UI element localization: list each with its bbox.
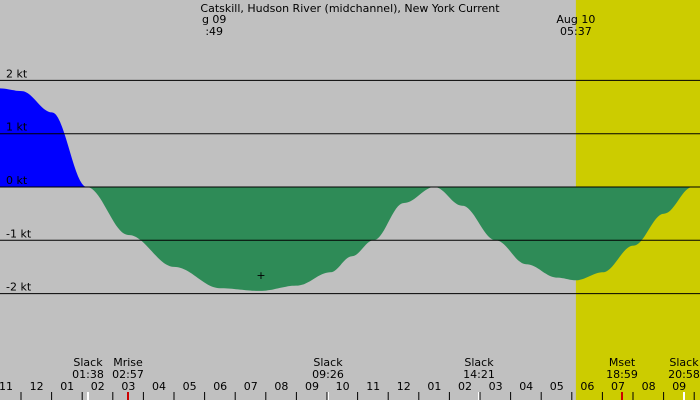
event-label: Slack <box>73 356 103 369</box>
hour-label: 07 <box>244 380 258 393</box>
hour-label: 03 <box>121 380 135 393</box>
hour-label: 05 <box>183 380 197 393</box>
y-tick-label: 2 kt <box>6 67 28 80</box>
current-areas <box>0 88 700 291</box>
event-label: 02:57 <box>112 368 144 381</box>
hour-label: 04 <box>152 380 166 393</box>
event-label: 09:26 <box>312 368 344 381</box>
top-date-label: g 09 <box>202 13 226 26</box>
hour-label: 12 <box>30 380 44 393</box>
hour-label: 07 <box>611 380 625 393</box>
hour-label: 02 <box>458 380 472 393</box>
event-label: 14:21 <box>463 368 495 381</box>
event-label: Mrise <box>113 356 143 369</box>
crosshair-marker: + <box>256 269 265 282</box>
hour-label: 08 <box>642 380 656 393</box>
hour-label: 11 <box>0 380 13 393</box>
event-label: Slack <box>669 356 699 369</box>
flood-area <box>0 88 700 187</box>
hour-label: 11 <box>366 380 380 393</box>
y-axis-ticks: 2 kt 1 kt 0 kt -1 kt -2 kt <box>6 67 32 293</box>
hour-label: 08 <box>274 380 288 393</box>
hour-label: 03 <box>489 380 503 393</box>
ebb-area <box>0 187 700 291</box>
hour-label: 01 <box>427 380 441 393</box>
event-label: Mset <box>609 356 636 369</box>
y-tick-label: 0 kt <box>6 174 28 187</box>
hour-label: 10 <box>336 380 350 393</box>
hour-label: 06 <box>213 380 227 393</box>
y-tick-label: -2 kt <box>6 281 32 294</box>
event-label: Slack <box>313 356 343 369</box>
event-label: 20:58 <box>668 368 700 381</box>
y-tick-label: -1 kt <box>6 227 32 240</box>
hour-label: 04 <box>519 380 533 393</box>
event-label: Slack <box>464 356 494 369</box>
y-tick-label: 1 kt <box>6 121 28 134</box>
chart-title: Catskill, Hudson River (midchannel), New… <box>200 2 500 15</box>
top-date-label: 05:37 <box>560 25 592 38</box>
hour-label: 09 <box>305 380 319 393</box>
hour-axis: 11 12 01 02 03 04 05 06 07 08 09 10 11 12 01 02 03 04 05 06… <box>0 380 695 400</box>
event-label: 18:59 <box>606 368 638 381</box>
bottom-event-labels: Slack01:38Mrise02:57Slack09:26Slack14:21… <box>72 356 700 400</box>
hour-label: 06 <box>580 380 594 393</box>
hour-label: 05 <box>550 380 564 393</box>
event-label: 01:38 <box>72 368 104 381</box>
gridlines <box>0 79 700 295</box>
hour-label: 01 <box>60 380 74 393</box>
hour-label: 12 <box>397 380 411 393</box>
top-date-label: :49 <box>205 25 223 38</box>
top-date-label: Aug 10 <box>556 13 595 26</box>
hour-label: 09 <box>672 380 686 393</box>
hour-label: 02 <box>91 380 105 393</box>
